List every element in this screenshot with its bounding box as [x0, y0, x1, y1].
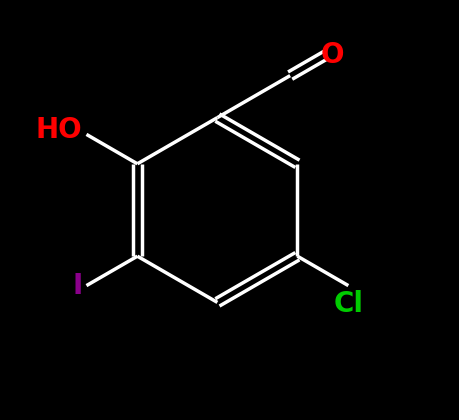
- Text: HO: HO: [35, 116, 82, 144]
- Text: O: O: [320, 41, 344, 68]
- Text: I: I: [72, 272, 82, 299]
- Text: Cl: Cl: [333, 290, 363, 318]
